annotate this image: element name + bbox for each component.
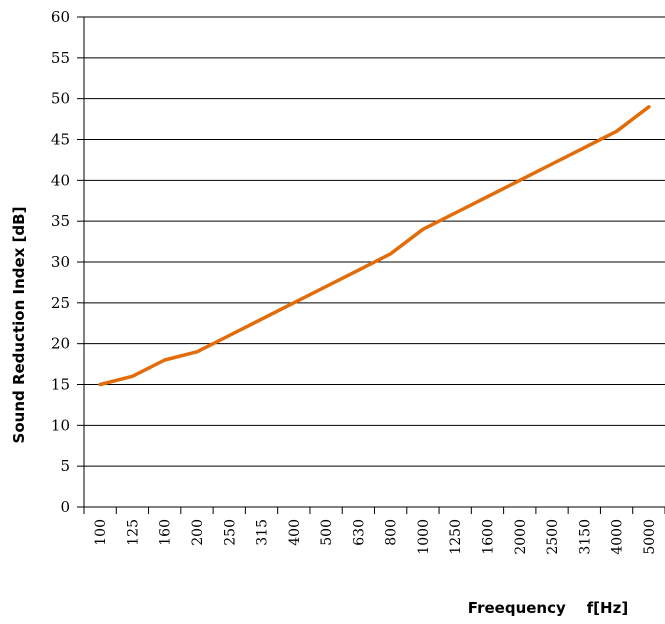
data-point-315 [260, 317, 263, 321]
x-tick-label-160: 160 [158, 519, 174, 546]
y-tick-label-40: 40 [51, 171, 70, 189]
axes [77, 16, 665, 514]
data-point-1000 [421, 228, 425, 231]
y-tick-label-10: 10 [51, 416, 70, 434]
data-point-2500 [550, 162, 554, 166]
x-tick-label-4000: 4000 [610, 519, 626, 555]
y-tick-label-20: 20 [51, 335, 70, 353]
x-tick-label-800: 800 [384, 519, 400, 546]
y-tick-label-50: 50 [51, 90, 70, 108]
x-tick-label-2500: 2500 [545, 519, 561, 555]
x-axis-label: Freequency f[Hz] [468, 599, 628, 617]
y-tick-label-60: 60 [51, 8, 70, 26]
data-point-3150 [583, 146, 586, 149]
y-axis-label: Sound Reduction Index [dB] [10, 207, 28, 444]
y-tick-label-25: 25 [51, 294, 70, 312]
x-tick-label-200: 200 [190, 519, 206, 546]
x-tick-label-315: 315 [255, 519, 271, 546]
y-tick-label-0: 0 [60, 498, 70, 516]
y-tick-labels: 0 5 10 15 20 25 30 35 40 45 50 55 60 [51, 8, 70, 516]
y-tick-label-55: 55 [51, 49, 70, 67]
series-line-0 [98, 105, 651, 387]
data-point-160 [163, 358, 166, 362]
y-tick-label-5: 5 [60, 457, 70, 475]
x-tick-label-1250: 1250 [448, 519, 464, 555]
x-tick-label-500: 500 [319, 519, 335, 546]
data-point-800 [389, 252, 392, 256]
data-point-2000 [518, 179, 521, 182]
data-point-250 [228, 334, 231, 337]
y-tick-label-35: 35 [51, 212, 70, 230]
x-tick-label-125: 125 [125, 519, 141, 546]
data-point-100 [98, 383, 102, 386]
data-point-4000 [615, 130, 618, 133]
x-tick-label-3150: 3150 [577, 519, 593, 555]
x-tick-label-2000: 2000 [513, 519, 529, 555]
y-tick-label-15: 15 [51, 376, 70, 394]
gridlines [84, 16, 665, 467]
data-point-125 [131, 375, 134, 378]
data-point-400 [292, 301, 296, 305]
x-tick-label-630: 630 [351, 519, 367, 546]
data-point-1600 [486, 195, 489, 198]
data-point-630 [357, 268, 360, 272]
y-tick-label-45: 45 [51, 131, 70, 149]
x-tick-label-5000: 5000 [642, 519, 658, 555]
data-point-5000 [647, 105, 651, 109]
data-point-1250 [453, 211, 457, 215]
data-point-500 [324, 285, 328, 288]
x-tick-label-100: 100 [93, 519, 109, 546]
series-group [98, 105, 651, 387]
x-tick-label-400: 400 [287, 519, 303, 546]
x-tick-labels: 100 125 160 200 250 315 400 500 630 800 1000 1250 16… [93, 519, 658, 555]
data-point-200 [195, 350, 199, 354]
x-tick-label-250: 250 [222, 519, 238, 546]
x-tick-label-1600: 1600 [480, 519, 496, 555]
x-tick-label-1000: 1000 [416, 519, 432, 555]
y-tick-label-30: 30 [51, 253, 70, 271]
